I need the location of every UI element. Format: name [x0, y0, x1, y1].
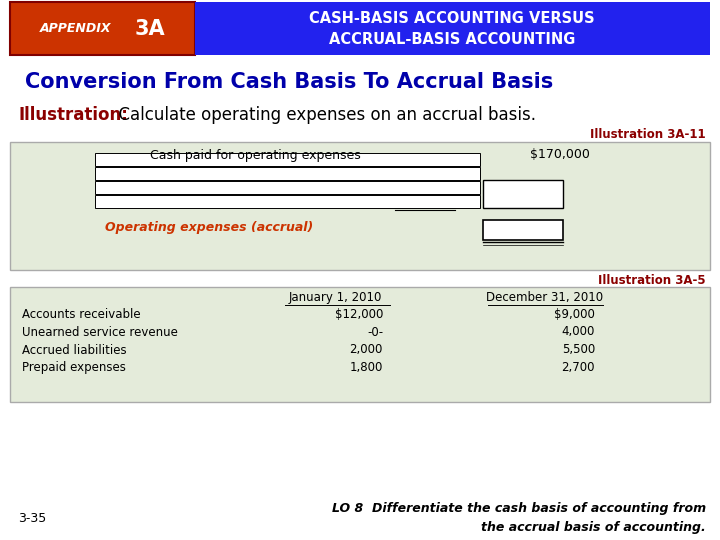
Text: APPENDIX: APPENDIX: [40, 23, 112, 36]
Text: Prepaid expenses: Prepaid expenses: [22, 361, 126, 375]
Text: Illustration 3A-5: Illustration 3A-5: [598, 273, 706, 287]
Text: Accounts receivable: Accounts receivable: [22, 307, 140, 321]
Bar: [95, 181, 480, 194]
Text: December 31, 2010: December 31, 2010: [487, 292, 603, 305]
Text: 2,700: 2,700: [562, 361, 595, 375]
Text: January 1, 2010: January 1, 2010: [288, 292, 382, 305]
Bar: [10, 2, 195, 55]
Text: Illustration:: Illustration:: [18, 106, 128, 124]
Text: Accrued liabilities: Accrued liabilities: [22, 343, 127, 356]
Bar: [483, 180, 563, 208]
Bar: [10, 142, 710, 270]
Text: CASH-BASIS ACCOUNTING VERSUS
ACCRUAL-BASIS ACCOUNTING: CASH-BASIS ACCOUNTING VERSUS ACCRUAL-BAS…: [309, 11, 595, 47]
Bar: [195, 2, 710, 55]
Bar: [95, 167, 480, 180]
Bar: [10, 287, 710, 402]
Text: -0-: -0-: [367, 326, 383, 339]
Text: 3A: 3A: [135, 19, 166, 39]
Bar: [95, 153, 480, 166]
Text: Cash paid for operating expenses: Cash paid for operating expenses: [150, 148, 361, 161]
Text: $170,000: $170,000: [530, 148, 590, 161]
Text: Illustration 3A-11: Illustration 3A-11: [590, 129, 706, 141]
Text: 1,800: 1,800: [350, 361, 383, 375]
Text: Unearned service revenue: Unearned service revenue: [22, 326, 178, 339]
Text: LO 8  Differentiate the cash basis of accounting from
the accrual basis of accou: LO 8 Differentiate the cash basis of acc…: [332, 502, 706, 534]
Text: Calculate operating expenses on an accrual basis.: Calculate operating expenses on an accru…: [108, 106, 536, 124]
Text: 3-35: 3-35: [18, 511, 46, 524]
Text: 5,500: 5,500: [562, 343, 595, 356]
Text: $9,000: $9,000: [554, 307, 595, 321]
Text: 2,000: 2,000: [350, 343, 383, 356]
Bar: [483, 220, 563, 240]
Text: Operating expenses (accrual): Operating expenses (accrual): [105, 221, 313, 234]
Text: $12,000: $12,000: [335, 307, 383, 321]
Bar: [95, 195, 480, 208]
Text: 4,000: 4,000: [562, 326, 595, 339]
Text: Conversion From Cash Basis To Accrual Basis: Conversion From Cash Basis To Accrual Ba…: [25, 72, 553, 92]
